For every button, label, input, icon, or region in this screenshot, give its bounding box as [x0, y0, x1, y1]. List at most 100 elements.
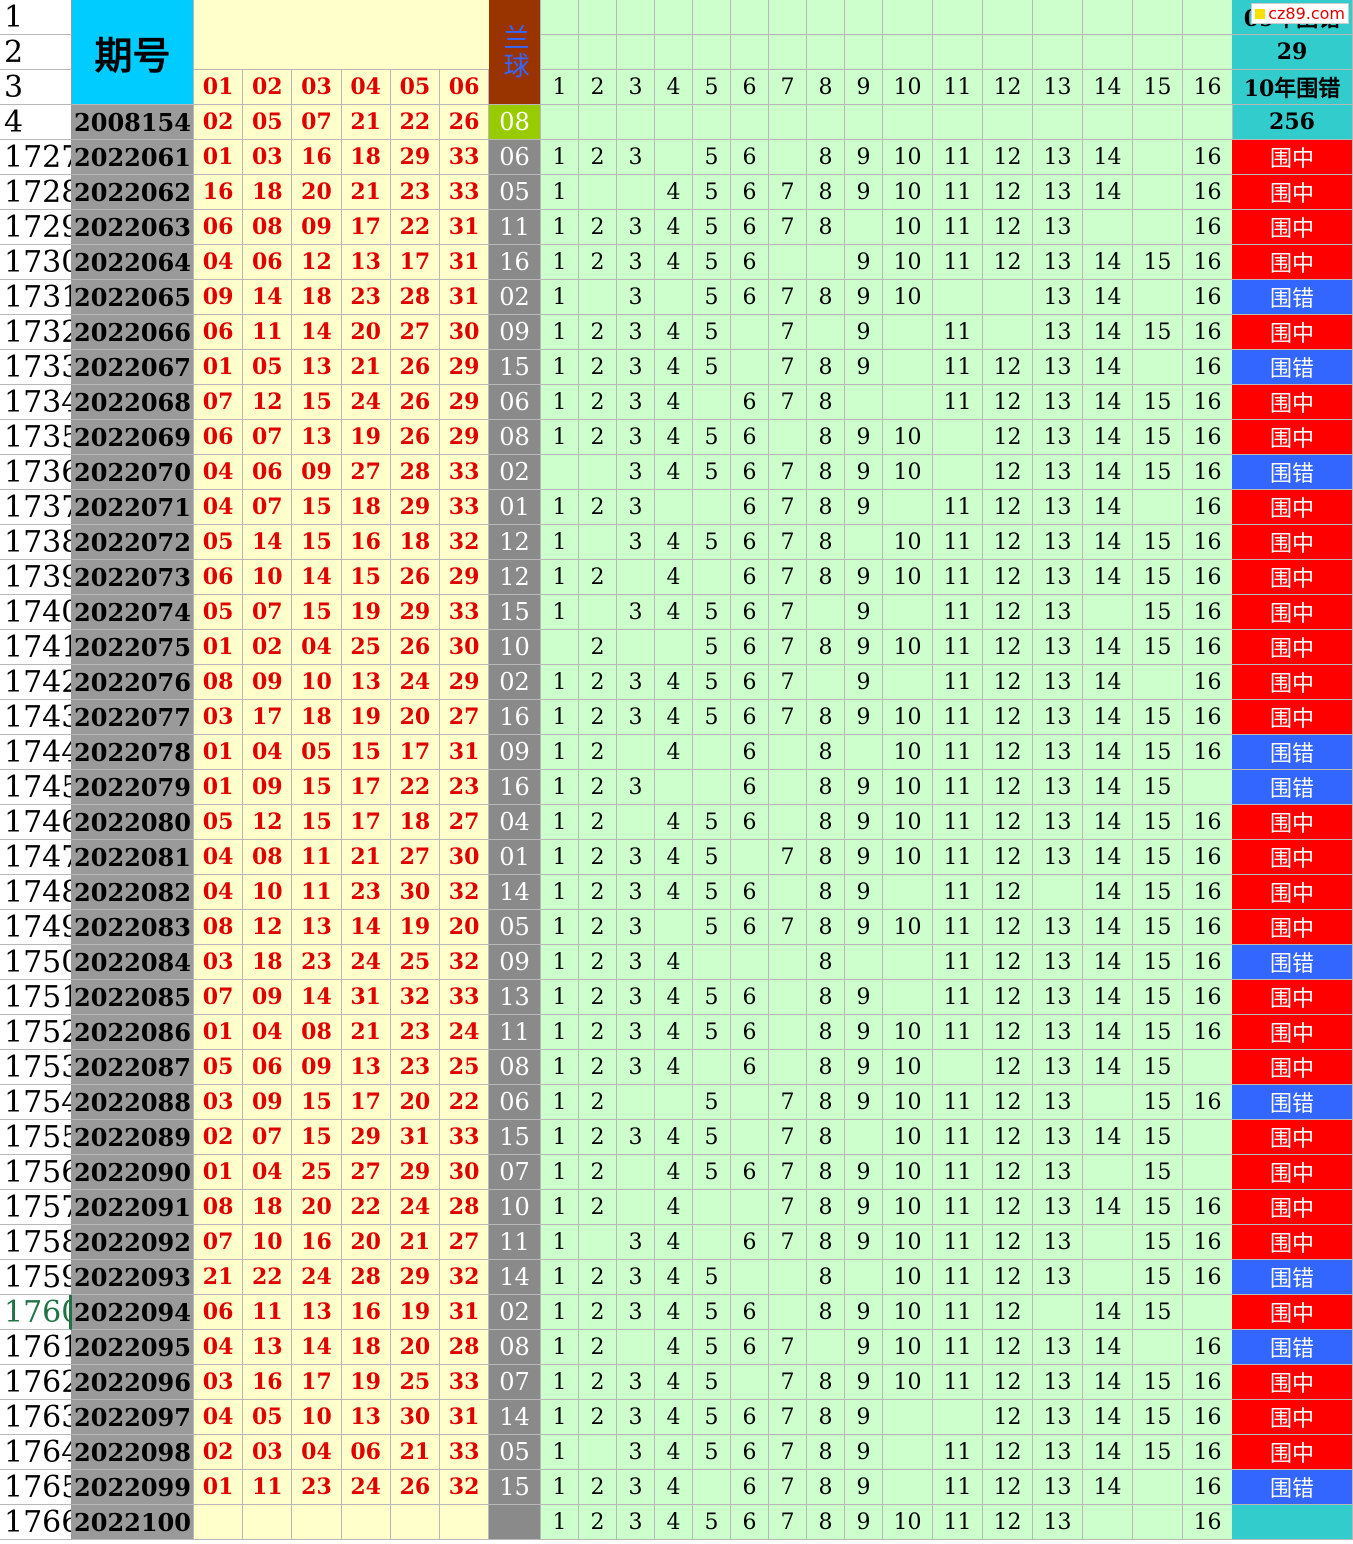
grid-cell[interactable]: 1	[541, 1015, 579, 1050]
red-number-cell[interactable]: 02	[194, 1120, 244, 1155]
red-number-cell[interactable]: 04	[292, 1435, 342, 1470]
grid-cell[interactable]: 11	[933, 945, 983, 980]
grid-cell[interactable]: 11	[933, 980, 983, 1015]
grid-cell[interactable]: 4	[655, 315, 693, 350]
blue-number-cell[interactable]: 12	[489, 560, 541, 595]
grid-cell[interactable]: 4	[655, 1155, 693, 1190]
grid-cell[interactable]: 4	[655, 1015, 693, 1050]
grid-cell[interactable]: 4	[655, 1470, 693, 1505]
grid-cell[interactable]: 1	[541, 875, 579, 910]
grid-cell[interactable]: 16	[1183, 875, 1233, 910]
grid-cell[interactable]: 12	[983, 735, 1033, 770]
red-number-cell[interactable]: 06	[194, 315, 244, 350]
grid-cell[interactable]: 8	[807, 770, 845, 805]
row-header[interactable]: 1749	[0, 910, 72, 945]
red-number-cell[interactable]: 21	[341, 175, 391, 210]
grid-cell[interactable]: 15	[1133, 700, 1183, 735]
blue-number-cell[interactable]: 01	[489, 840, 541, 875]
grid-cell[interactable]: 14	[1083, 455, 1133, 490]
row-header[interactable]: 1757	[0, 1190, 72, 1225]
grid-cell[interactable]: 10	[883, 280, 933, 315]
grid-cell[interactable]: 16	[1183, 140, 1233, 175]
red-number-cell[interactable]	[440, 1505, 490, 1540]
grid-cell[interactable]: 11	[933, 805, 983, 840]
grid-cell[interactable]: 13	[1033, 1085, 1083, 1120]
red-number-cell[interactable]: 10	[292, 665, 342, 700]
grid-cell[interactable]	[1133, 1330, 1183, 1365]
red-number-cell[interactable]: 32	[390, 980, 440, 1015]
grid-cell[interactable]	[655, 1085, 693, 1120]
grid-cell[interactable]	[845, 945, 883, 980]
grid-cell[interactable]: 1	[541, 210, 579, 245]
grid-cell[interactable]: 14	[1083, 350, 1133, 385]
grid-cell[interactable]: 8	[807, 1120, 845, 1155]
grid-cell[interactable]: 7	[769, 280, 807, 315]
grid-cell[interactable]: 13	[1033, 420, 1083, 455]
grid-cell[interactable]: 2	[579, 945, 617, 980]
red-number-cell[interactable]: 07	[243, 490, 293, 525]
grid-cell[interactable]: 3	[617, 945, 655, 980]
grid-cell[interactable]: 1	[541, 1260, 579, 1295]
grid-cell[interactable]: 1	[541, 140, 579, 175]
grid-cell[interactable]: 15	[1133, 1085, 1183, 1120]
grid-cell[interactable]: 7	[769, 1225, 807, 1260]
grid-cell[interactable]: 9	[845, 280, 883, 315]
blue-number-cell[interactable]: 08	[489, 1330, 541, 1365]
grid-cell[interactable]: 16	[1183, 315, 1233, 350]
result-cell[interactable]: 围中	[1232, 1400, 1353, 1435]
red-number-cell[interactable]: 01	[194, 770, 244, 805]
grid-cell[interactable]: 16	[1183, 1190, 1233, 1225]
grid-cell[interactable]: 8	[807, 350, 845, 385]
grid-cell[interactable]: 12	[983, 665, 1033, 700]
reference-red-number[interactable]: 22	[390, 105, 440, 140]
grid-cell[interactable]	[769, 735, 807, 770]
grid-cell[interactable]: 2	[579, 245, 617, 280]
grid-cell[interactable]: 9	[845, 315, 883, 350]
grid-cell[interactable]: 14	[1083, 910, 1133, 945]
grid-cell[interactable]: 1	[541, 665, 579, 700]
grid-cell[interactable]: 8	[807, 1155, 845, 1190]
period-cell[interactable]: 2022096	[72, 1365, 194, 1400]
grid-cell[interactable]: 3	[617, 595, 655, 630]
period-cell[interactable]: 2022089	[72, 1120, 194, 1155]
grid-cell[interactable]	[541, 105, 579, 140]
grid-cell[interactable]: 9	[845, 840, 883, 875]
row-header[interactable]: 1729	[0, 210, 72, 245]
grid-cell[interactable]: 1	[541, 280, 579, 315]
grid-cell[interactable]: 2	[579, 385, 617, 420]
grid-cell[interactable]: 4	[655, 1400, 693, 1435]
grid-cell[interactable]: 15	[1133, 525, 1183, 560]
grid-cell[interactable]: 15	[1133, 1190, 1183, 1225]
grid-cell[interactable]: 2	[579, 1260, 617, 1295]
red-number-cell[interactable]: 20	[390, 700, 440, 735]
grid-cell[interactable]: 13	[1033, 945, 1083, 980]
red-number-cell[interactable]: 26	[390, 420, 440, 455]
blue-number-cell[interactable]: 14	[489, 1260, 541, 1295]
grid-cell[interactable]	[933, 455, 983, 490]
red-number-cell[interactable]: 17	[341, 770, 391, 805]
grid-cell[interactable]: 1	[541, 945, 579, 980]
row-header[interactable]: 3	[0, 70, 72, 105]
grid-cell[interactable]	[883, 1435, 933, 1470]
grid-cell[interactable]: 12	[983, 245, 1033, 280]
grid-cell[interactable]: 15	[1133, 420, 1183, 455]
red-number-cell[interactable]: 31	[440, 735, 490, 770]
grid-cell[interactable]: 7	[769, 840, 807, 875]
blue-number-cell[interactable]: 04	[489, 805, 541, 840]
grid-cell[interactable]: 7	[769, 1330, 807, 1365]
grid-cell[interactable]: 2	[579, 420, 617, 455]
grid-cell[interactable]: 3	[617, 1365, 655, 1400]
grid-cell[interactable]: 16	[1183, 175, 1233, 210]
red-number-cell[interactable]: 12	[243, 385, 293, 420]
grid-cell[interactable]: 7	[769, 1190, 807, 1225]
grid-cell[interactable]: 16	[1183, 1085, 1233, 1120]
grid-cell[interactable]: 5	[693, 315, 731, 350]
grid-cell[interactable]: 16	[1183, 350, 1233, 385]
red-number-cell[interactable]: 21	[194, 1260, 244, 1295]
red-number-cell[interactable]: 27	[440, 1225, 490, 1260]
grid-cell[interactable]: 5	[693, 1435, 731, 1470]
red-number-cell[interactable]: 30	[390, 875, 440, 910]
period-cell[interactable]: 2022083	[72, 910, 194, 945]
grid-cell[interactable]: 10	[883, 735, 933, 770]
result-cell[interactable]: 围中	[1232, 525, 1353, 560]
